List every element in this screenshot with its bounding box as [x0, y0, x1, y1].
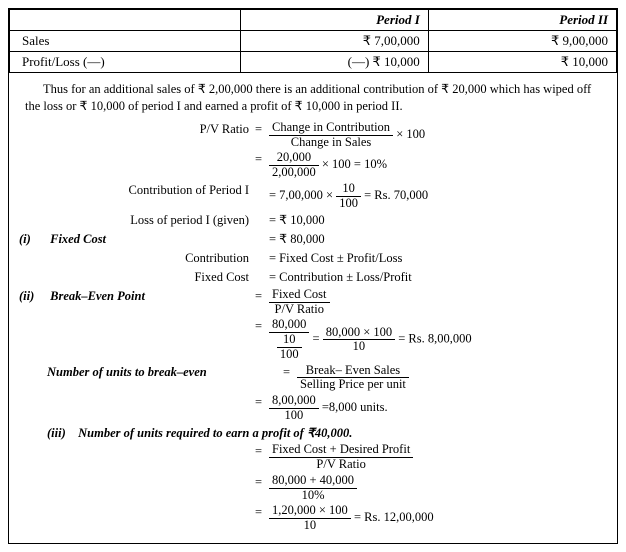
document-frame: Period I Period II Sales ₹ 7,00,000 ₹ 9,…: [8, 8, 618, 544]
units-result: =8,000 units.: [322, 400, 388, 414]
explanation-body: Thus for an additional sales of ₹ 2,00,0…: [9, 73, 617, 543]
row-p1: ₹ 7,00,000: [240, 31, 428, 52]
equals: =: [255, 288, 269, 305]
profit-calc-frac: 80,000 + 40,000 10%: [269, 474, 357, 503]
roman-iii: (iii): [47, 425, 75, 442]
equals: =: [255, 318, 269, 335]
profit-result: = Rs. 12,00,000: [354, 511, 434, 525]
units-formula-frac: Break– Even Sales Selling Price per unit: [297, 364, 409, 393]
fixed-cost-val: = ₹ 80,000: [269, 231, 607, 248]
equals: =: [283, 364, 297, 381]
bep-complex-frac: 80,000 10 100: [269, 318, 309, 361]
table-row: Profit/Loss (—) (—) ₹ 10,000 ₹ 10,000: [10, 52, 617, 73]
contrib-word: Contribution: [19, 250, 255, 267]
col-period2: Period II: [428, 10, 616, 31]
row-label: Profit/Loss (—): [10, 52, 241, 73]
pv-formula-frac: Change in Contribution Change in Sales: [269, 121, 393, 150]
bep-mid-frac: 80,000 × 100 10: [323, 326, 395, 355]
roman-ii: (ii): [19, 288, 47, 305]
fixedcost-word: Fixed Cost: [19, 269, 255, 286]
loss-val: = ₹ 10,000: [269, 212, 607, 229]
equals: =: [255, 151, 269, 168]
narrative-text: Thus for an additional sales of ₹ 2,00,0…: [19, 77, 607, 119]
contrib-frac: 10 100: [336, 182, 361, 211]
row-p2: ₹ 10,000: [428, 52, 616, 73]
units-calc-frac: 8,00,000 100: [269, 394, 319, 423]
contrib-eq: = Fixed Cost ± Profit/Loss: [269, 250, 607, 267]
contrib-result: = Rs. 70,000: [364, 188, 428, 202]
table-header-row: Period I Period II: [10, 10, 617, 31]
fixed-cost-title: Fixed Cost: [50, 232, 106, 246]
units-title: Number of units to break–even: [47, 365, 207, 379]
equals: =: [255, 474, 269, 491]
profit-mult-frac: 1,20,000 × 100 10: [269, 504, 351, 533]
profit-title: Number of units required to earn a profi…: [78, 426, 352, 440]
profit-formula-frac: Fixed Cost + Desired Profit P/V Ratio: [269, 443, 413, 472]
fixedcost-eq: = Contribution ± Loss/Profit: [269, 269, 607, 286]
bep-result: = Rs. 8,00,000: [398, 332, 471, 346]
contrib-label: Contribution of Period I: [19, 182, 255, 199]
col-blank: [10, 10, 241, 31]
row-label: Sales: [10, 31, 241, 52]
col-period1: Period I: [240, 10, 428, 31]
table-row: Sales ₹ 7,00,000 ₹ 9,00,000: [10, 31, 617, 52]
equals: =: [255, 504, 269, 521]
pv-calc-rest: × 100 = 10%: [322, 157, 387, 171]
bep-title: Break–Even Point: [50, 289, 145, 303]
contrib-base: = 7,00,000 ×: [269, 188, 336, 202]
bep-formula-frac: Fixed Cost P/V Ratio: [269, 288, 330, 317]
equals: =: [255, 121, 269, 138]
roman-i: (i): [19, 231, 47, 248]
period-table: Period I Period II Sales ₹ 7,00,000 ₹ 9,…: [9, 9, 617, 73]
row-p2: ₹ 9,00,000: [428, 31, 616, 52]
pv-label: P/V Ratio: [19, 121, 255, 138]
pv-calc-frac: 20,000 2,00,000: [269, 151, 319, 180]
loss-label: Loss of period I (given): [19, 212, 255, 229]
row-p1: (—) ₹ 10,000: [240, 52, 428, 73]
pv-times100: × 100: [396, 127, 425, 141]
equals: =: [255, 394, 269, 411]
equals: =: [255, 443, 269, 460]
